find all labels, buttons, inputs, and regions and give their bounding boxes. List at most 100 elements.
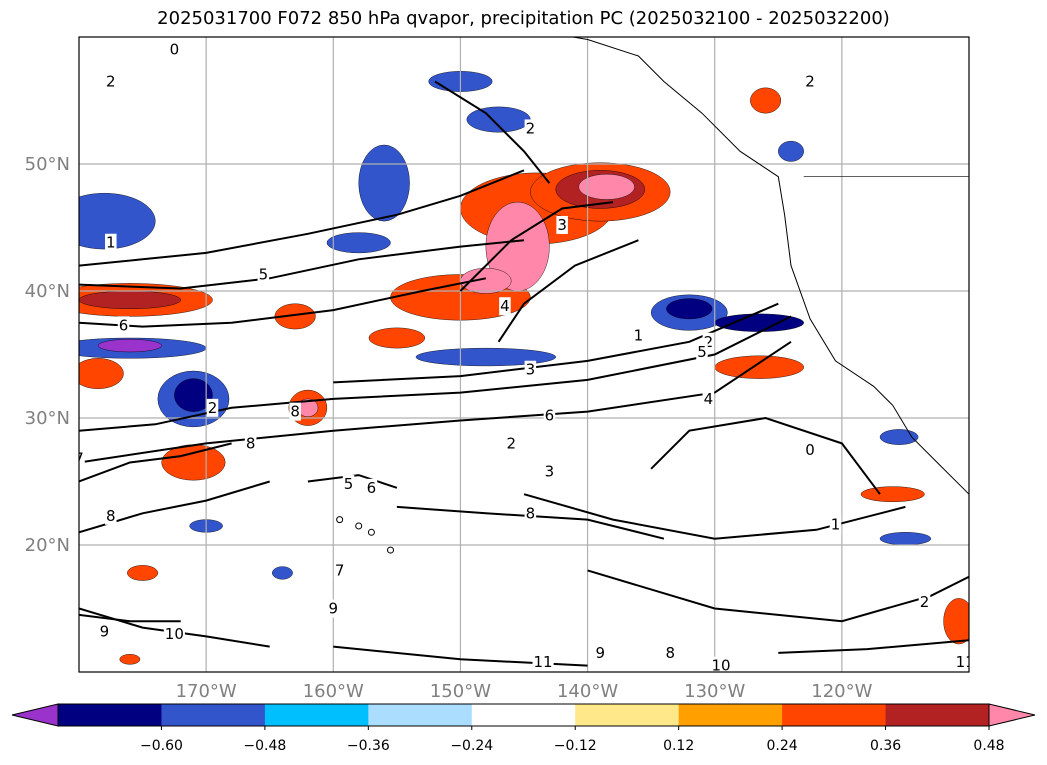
contour-label: 5 bbox=[344, 475, 354, 493]
contour-label: 8 bbox=[526, 504, 536, 522]
contour-label: 9 bbox=[596, 644, 606, 662]
contour-label: 3 bbox=[545, 462, 555, 480]
contour-label-bg bbox=[524, 119, 537, 138]
colorbar-tick-label: −0.36 bbox=[347, 738, 390, 754]
contour-label-bg bbox=[543, 462, 556, 481]
contour-label-bg bbox=[918, 593, 931, 612]
precip-shaded-region bbox=[127, 565, 159, 581]
x-tick-label: 140°W bbox=[557, 681, 618, 702]
contour-label-bg bbox=[257, 265, 270, 284]
contour-label: 2 bbox=[208, 399, 218, 417]
precip-shading-layer bbox=[79, 71, 969, 665]
colorbar-tick-label: −0.48 bbox=[243, 738, 286, 754]
contour-label: 8 bbox=[106, 507, 116, 525]
contour-label-bg bbox=[79, 449, 85, 468]
colorbar-segment bbox=[575, 704, 680, 726]
colorbar-segment bbox=[885, 704, 990, 726]
precip-shaded-region bbox=[174, 378, 213, 412]
contour-label: 1 bbox=[831, 516, 841, 534]
island-outline bbox=[367, 528, 375, 536]
contour-label: 6 bbox=[119, 316, 129, 334]
precip-shaded-region bbox=[750, 87, 782, 114]
map-frame bbox=[78, 36, 970, 673]
contour-label: 0 bbox=[805, 441, 815, 459]
contour-label-bg bbox=[499, 297, 511, 316]
contour-label: 1 bbox=[634, 326, 644, 344]
colorbar-segment bbox=[368, 704, 473, 726]
contour-label-bg bbox=[105, 72, 117, 91]
contour-label-bg bbox=[804, 440, 816, 459]
coastline-north-america bbox=[569, 37, 969, 495]
precip-shaded-region bbox=[714, 355, 804, 379]
qvapor-contour-line bbox=[459, 201, 614, 292]
colorbar-extend-high bbox=[988, 703, 1036, 727]
qvapor-contour-line bbox=[79, 315, 792, 432]
contour-label-bg bbox=[702, 389, 715, 408]
contour-label-bg bbox=[342, 475, 355, 494]
colorbar-segment bbox=[471, 704, 576, 726]
precip-shaded-region bbox=[415, 347, 556, 367]
contour-label: 5 bbox=[259, 265, 269, 283]
colorbar-segment bbox=[58, 704, 162, 726]
contour-label: 6 bbox=[367, 479, 377, 497]
contour-label-bg bbox=[327, 599, 340, 618]
contour-label-bg bbox=[524, 360, 537, 379]
x-tick-label: 160°W bbox=[303, 681, 364, 702]
colorbar-segment bbox=[264, 704, 369, 726]
contour-label-bg bbox=[829, 515, 842, 534]
colorbar-segment bbox=[782, 704, 887, 726]
precip-shaded-region bbox=[860, 486, 925, 503]
qvapor-contour-line bbox=[587, 569, 969, 623]
qvapor-contour-line bbox=[79, 613, 181, 623]
contour-label-bg bbox=[117, 316, 130, 335]
contour-label: 2 bbox=[704, 333, 714, 351]
precip-shaded-region bbox=[326, 232, 391, 254]
contour-label: 4 bbox=[704, 390, 714, 408]
contour-label-bg bbox=[532, 652, 554, 671]
contour-label-bg bbox=[556, 215, 568, 234]
colorbar-tick-label: 0.48 bbox=[973, 738, 1004, 754]
precip-shaded-region bbox=[368, 327, 426, 349]
precip-shaded-region bbox=[79, 358, 124, 389]
precip-shaded-region bbox=[778, 140, 804, 162]
colorbar-tick-label: −0.12 bbox=[554, 738, 597, 754]
qvapor-contour-line bbox=[79, 442, 232, 483]
contour-label-bg bbox=[954, 652, 969, 671]
precip-shaded-region bbox=[119, 654, 141, 665]
colorbar-tick-label: −0.24 bbox=[450, 738, 493, 754]
contour-label-bg bbox=[505, 434, 518, 453]
precip-shaded-region bbox=[79, 193, 156, 250]
precip-shaded-region bbox=[879, 532, 932, 546]
qvapor-contour-line bbox=[79, 239, 525, 290]
contour-label: 1 bbox=[106, 234, 116, 252]
contour-label-bg bbox=[702, 332, 715, 351]
qvapor-contour-line bbox=[79, 277, 487, 328]
contour-label: 4 bbox=[500, 297, 510, 315]
colorbar-tick-label: 0.24 bbox=[767, 738, 798, 754]
precip-shaded-region bbox=[578, 173, 635, 200]
contour-label: 6 bbox=[545, 406, 555, 424]
qvapor-contour-line bbox=[307, 474, 398, 489]
contour-label: 3 bbox=[526, 361, 536, 379]
contour-label: 8 bbox=[665, 644, 675, 662]
contour-label: 7 bbox=[74, 450, 84, 468]
contour-label: 9 bbox=[100, 622, 110, 640]
contour-label-bg bbox=[524, 504, 537, 523]
colorbar-extend-low bbox=[11, 703, 59, 727]
chart-title: 2025031700 F072 850 hPa qvapor, precipit… bbox=[157, 8, 890, 29]
contour-label: 2 bbox=[507, 434, 517, 452]
precip-shaded-region bbox=[358, 144, 410, 222]
contour-label-bg bbox=[594, 643, 607, 662]
island-outline bbox=[336, 516, 344, 524]
contour-label: 8 bbox=[290, 403, 300, 421]
contour-label-bg bbox=[163, 624, 185, 643]
contour-label-bg bbox=[168, 40, 181, 59]
axis-tick-labels: 170°W 160°W 150°W 140°W 130°W 120°W20°N30°N40… bbox=[25, 154, 873, 702]
coastline-layer bbox=[336, 37, 969, 554]
contour-label: 2 bbox=[106, 72, 116, 90]
contour-label: 10 bbox=[165, 625, 184, 643]
map-gridlines bbox=[79, 37, 969, 672]
contour-label: 7 bbox=[335, 561, 345, 579]
x-tick-label: 130°W bbox=[684, 681, 745, 702]
